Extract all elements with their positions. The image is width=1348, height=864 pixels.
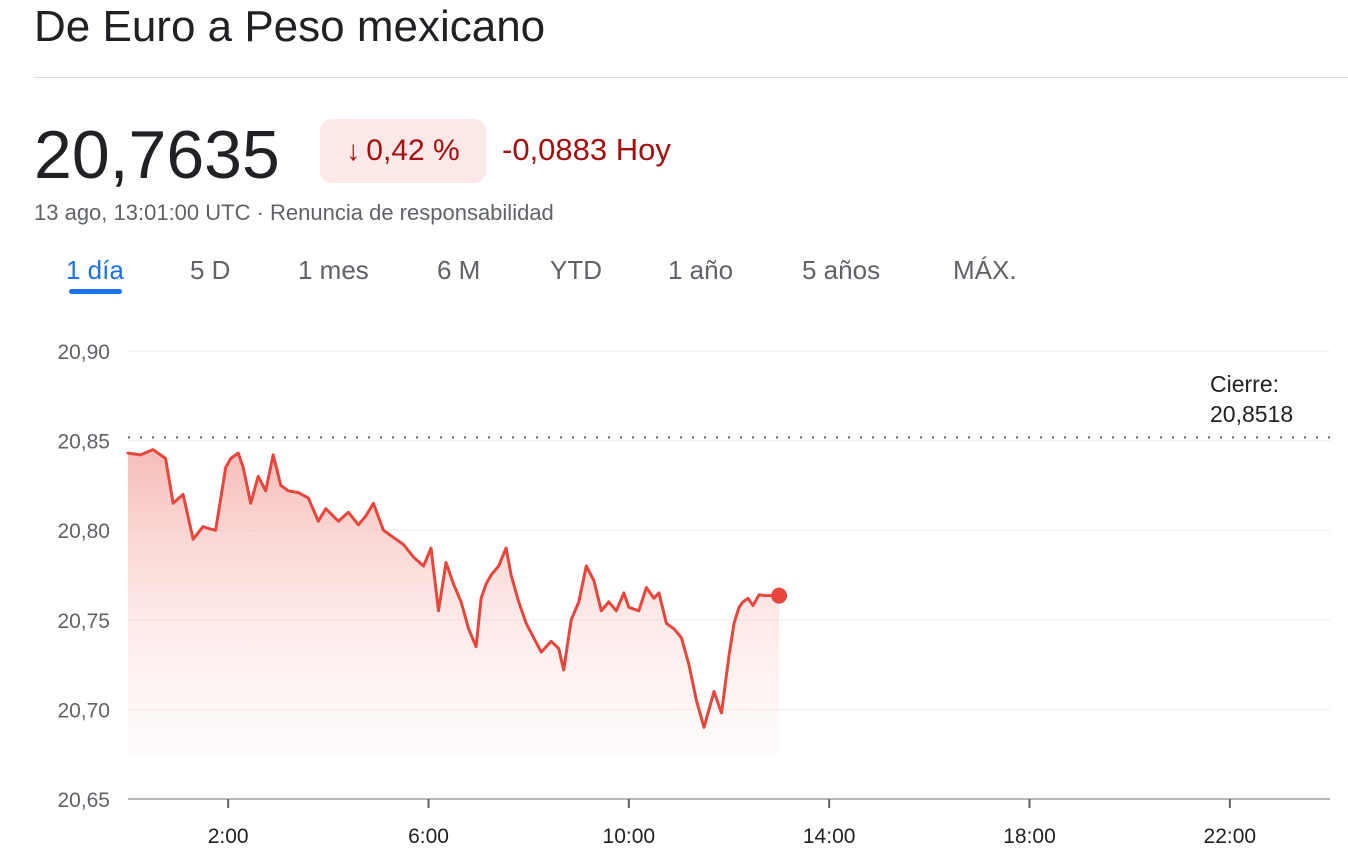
active-tab-indicator (69, 289, 122, 294)
tab-1-day[interactable]: 1 día (66, 255, 124, 285)
tab-5-years[interactable]: 5 años (802, 255, 881, 285)
x-tick-label: 18:00 (1003, 825, 1056, 848)
x-tick-label: 22:00 (1204, 825, 1257, 848)
previous-close-label: Cierre: (1210, 371, 1279, 397)
quote-timestamp: 13 ago, 13:01:00 UTC · (34, 200, 271, 225)
title-divider (34, 77, 1348, 78)
current-price-marker (771, 587, 788, 604)
arrow-down-icon: ↓ (346, 135, 361, 166)
y-tick-label: 20,90 (57, 341, 110, 364)
tab-1-month[interactable]: 1 mes (298, 255, 369, 285)
y-tick-label: 20,80 (57, 520, 110, 543)
y-tick-label: 20,65 (57, 789, 110, 812)
tab-ytd[interactable]: YTD (550, 255, 602, 285)
tab-1-year[interactable]: 1 año (668, 255, 734, 285)
y-tick-label: 20,70 (57, 699, 110, 722)
previous-close-value: 20,8518 (1210, 401, 1293, 427)
x-tick-label: 14:00 (803, 825, 856, 848)
price-area-fill (128, 449, 780, 755)
tab-max[interactable]: MÁX. (953, 255, 1017, 285)
x-tick-label: 6:00 (408, 825, 449, 848)
price-line (126, 448, 781, 729)
tab-6-months[interactable]: 6 M (437, 255, 481, 285)
y-tick-label: 20,75 (57, 610, 110, 633)
page-title: De Euro a Peso mexicano (34, 2, 546, 51)
x-tick-label: 10:00 (603, 825, 656, 848)
quote-meta: 13 ago, 13:01:00 UTC · Renuncia de respo… (34, 200, 554, 226)
current-price: 20,7635 (34, 117, 280, 193)
percent-change-value: 0,42 % (366, 134, 460, 167)
absolute-change: -0,0883 Hoy (502, 132, 671, 167)
percent-change-badge: ↓ 0,42 % (320, 119, 486, 183)
y-tick-label: 20,85 (57, 431, 110, 454)
tab-5-days[interactable]: 5 D (190, 255, 231, 285)
time-range-tabs: 1 día 5 D 1 mes 6 M YTD 1 año 5 años MÁX… (0, 255, 1348, 300)
x-tick-label: 2:00 (208, 825, 249, 848)
disclaimer-link[interactable]: Renuncia de responsabilidad (270, 200, 554, 225)
